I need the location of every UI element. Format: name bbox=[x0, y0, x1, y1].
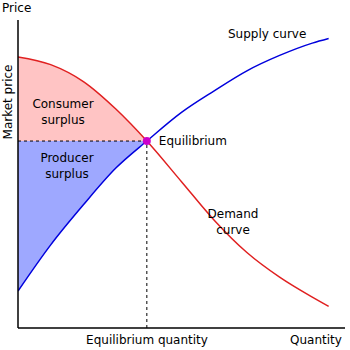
html-text:Demand curve: Demand curve bbox=[207, 207, 259, 237]
html-text:Quantity: Quantity bbox=[290, 333, 342, 347]
svg-text:Equilibrium: Equilibrium bbox=[159, 134, 227, 148]
html-text:Producer surplus: Producer surplus bbox=[40, 151, 94, 181]
html-text:Supply curve: Supply curve bbox=[228, 27, 307, 41]
html-text:Consumer surplus: Consumer surplus bbox=[32, 97, 94, 127]
html-text:Equilibrium quantity: Equilibrium quantity bbox=[86, 333, 208, 347]
html-text:Price: Price bbox=[2, 1, 32, 15]
html-text:Market price: Market price bbox=[1, 64, 15, 140]
